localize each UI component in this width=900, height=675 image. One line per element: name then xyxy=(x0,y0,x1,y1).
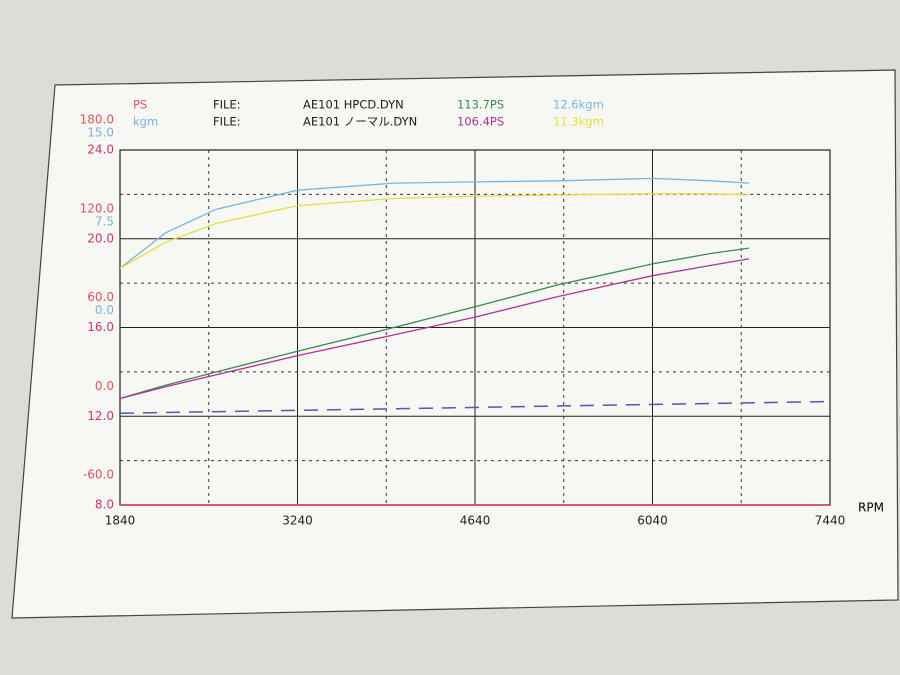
y-tick-label: 15.0 xyxy=(87,126,114,140)
series-line xyxy=(119,193,749,269)
series-line xyxy=(119,400,831,415)
header-text: FILE: xyxy=(213,98,241,112)
y-tick-label: 0.0 xyxy=(95,379,114,393)
x-tick-label: 1840 xyxy=(105,514,136,528)
y-tick-label: 12.0 xyxy=(87,409,114,423)
header-text: 12.6kgm xyxy=(553,98,604,112)
series-line xyxy=(119,258,750,400)
series-line xyxy=(119,247,749,400)
header-text: AE101 ノーマル.DYN xyxy=(303,115,417,129)
header-text: 106.4PS xyxy=(457,115,504,129)
y-tick-label: 0.0 xyxy=(95,303,114,317)
y-tick-label: 24.0 xyxy=(87,143,114,157)
header-text: FILE: xyxy=(213,115,241,129)
y-tick-label: 16.0 xyxy=(87,320,114,334)
header-text: 11.3kgm xyxy=(553,115,604,129)
y-tick-label: -60.0 xyxy=(83,468,114,482)
x-tick-label: 4640 xyxy=(460,514,491,528)
series-line xyxy=(119,177,749,269)
x-axis-label: RPM xyxy=(858,501,884,515)
x-tick-label: 7440 xyxy=(815,514,846,528)
y-tick-label: 8.0 xyxy=(95,498,114,512)
header-text: AE101 HPCD.DYN xyxy=(303,98,404,112)
y-tick-label: 20.0 xyxy=(87,231,114,245)
y-tick-label: 180.0 xyxy=(80,113,114,127)
x-tick-label: 3240 xyxy=(282,514,313,528)
y-tick-label: 60.0 xyxy=(87,290,114,304)
header-text: PS xyxy=(133,98,147,112)
header-text: kgm xyxy=(133,115,158,129)
y-tick-label: 7.5 xyxy=(95,214,114,228)
header-text: 113.7PS xyxy=(457,98,504,112)
y-tick-label: 120.0 xyxy=(80,201,114,215)
paper-frame xyxy=(11,69,899,619)
x-tick-label: 6040 xyxy=(637,514,668,528)
